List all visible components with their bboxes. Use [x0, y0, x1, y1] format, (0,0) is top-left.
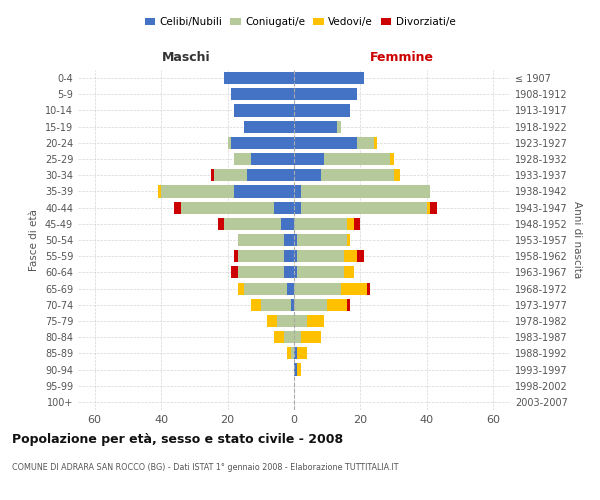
Bar — [290, 348, 294, 360]
Y-axis label: Anni di nascita: Anni di nascita — [572, 202, 581, 278]
Bar — [327, 298, 347, 311]
Bar — [290, 298, 294, 311]
Bar — [277, 315, 294, 327]
Bar — [294, 88, 357, 101]
Bar — [211, 169, 214, 181]
Bar — [324, 153, 391, 165]
Bar — [347, 234, 350, 246]
Bar — [298, 348, 307, 360]
Bar — [238, 250, 284, 262]
Bar — [287, 282, 294, 294]
Bar — [244, 282, 287, 294]
Bar — [274, 202, 294, 213]
Bar — [234, 186, 294, 198]
Bar — [281, 218, 294, 230]
Bar — [294, 348, 298, 360]
Bar — [294, 153, 324, 165]
Bar — [227, 137, 231, 149]
Text: COMUNE DI ADRARA SAN ROCCO (BG) - Dati ISTAT 1° gennaio 2008 - Elaborazione TUTT: COMUNE DI ADRARA SAN ROCCO (BG) - Dati I… — [12, 463, 398, 472]
Bar — [224, 218, 281, 230]
Bar — [294, 169, 320, 181]
Bar — [238, 234, 284, 246]
Bar — [294, 72, 364, 84]
Text: Maschi: Maschi — [161, 50, 211, 64]
Bar — [294, 315, 307, 327]
Bar — [307, 315, 324, 327]
Bar — [294, 364, 298, 376]
Bar — [294, 120, 337, 132]
Bar — [238, 282, 244, 294]
Bar — [238, 266, 284, 278]
Bar — [224, 72, 294, 84]
Bar — [430, 202, 437, 213]
Bar — [294, 282, 341, 294]
Bar — [374, 137, 377, 149]
Legend: Celibi/Nubili, Coniugati/e, Vedovi/e, Divorziati/e: Celibi/Nubili, Coniugati/e, Vedovi/e, Di… — [140, 12, 460, 31]
Bar — [181, 202, 274, 213]
Bar — [298, 364, 301, 376]
Bar — [234, 250, 238, 262]
Bar — [294, 137, 357, 149]
Bar — [231, 137, 294, 149]
Bar — [218, 218, 224, 230]
Bar — [284, 331, 294, 343]
Bar — [247, 169, 294, 181]
Bar — [294, 202, 301, 213]
Bar — [294, 250, 298, 262]
Bar — [161, 186, 234, 198]
Bar — [294, 218, 347, 230]
Bar — [234, 104, 294, 117]
Bar — [301, 186, 430, 198]
Bar — [367, 282, 370, 294]
Bar — [251, 153, 294, 165]
Bar — [175, 202, 181, 213]
Bar — [298, 234, 347, 246]
Bar — [244, 120, 294, 132]
Bar — [287, 348, 290, 360]
Bar — [294, 331, 301, 343]
Bar — [158, 186, 161, 198]
Bar — [347, 218, 354, 230]
Bar — [268, 315, 277, 327]
Bar — [284, 250, 294, 262]
Bar — [294, 234, 298, 246]
Bar — [294, 104, 350, 117]
Bar — [294, 298, 327, 311]
Bar — [320, 169, 394, 181]
Bar — [354, 218, 361, 230]
Bar — [231, 88, 294, 101]
Bar — [347, 298, 350, 311]
Bar — [427, 202, 430, 213]
Bar — [251, 298, 261, 311]
Bar — [261, 298, 290, 311]
Bar — [214, 169, 247, 181]
Bar — [344, 250, 357, 262]
Bar — [284, 234, 294, 246]
Bar — [357, 250, 364, 262]
Bar — [357, 137, 374, 149]
Bar — [394, 169, 400, 181]
Bar — [301, 331, 320, 343]
Bar — [284, 266, 294, 278]
Bar — [294, 266, 298, 278]
Bar — [234, 153, 251, 165]
Bar — [294, 186, 301, 198]
Text: Femmine: Femmine — [370, 50, 434, 64]
Bar — [341, 282, 367, 294]
Bar — [274, 331, 284, 343]
Bar — [231, 266, 238, 278]
Y-axis label: Fasce di età: Fasce di età — [29, 209, 39, 271]
Bar — [344, 266, 354, 278]
Bar — [298, 266, 344, 278]
Bar — [337, 120, 341, 132]
Text: Popolazione per età, sesso e stato civile - 2008: Popolazione per età, sesso e stato civil… — [12, 432, 343, 446]
Bar — [301, 202, 427, 213]
Bar — [391, 153, 394, 165]
Bar — [298, 250, 344, 262]
